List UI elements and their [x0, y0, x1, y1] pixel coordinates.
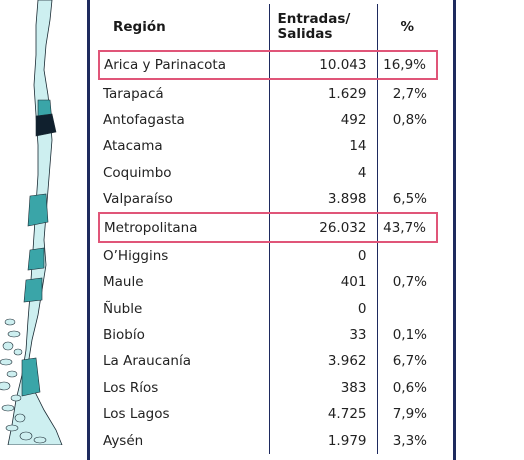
table-row: Aysén 1.979 3,3% — [99, 427, 437, 454]
percent-cell: 2,7% — [376, 79, 437, 107]
entradas-cell: 10.043 — [268, 49, 377, 81]
table-row: Coquimbo 4 — [99, 159, 437, 186]
region-cell: Ñuble — [103, 300, 143, 317]
entradas-cell: 1.979 — [268, 427, 377, 454]
entradas-cell: 4.725 — [268, 401, 377, 428]
map-island — [14, 413, 26, 423]
region-table: Región Entradas/ Salidas % Arica y Parin… — [98, 4, 438, 454]
region-cell: Biobío — [103, 327, 145, 344]
entradas-cell: 4 — [268, 159, 377, 186]
map-island — [2, 341, 14, 351]
table-row: La Araucanía 3.962 6,7% — [99, 348, 437, 375]
entradas-cell: 3.898 — [268, 185, 377, 214]
map-island — [7, 330, 21, 338]
table-row: Los Ríos 383 0,6% — [99, 374, 437, 402]
map-region-atacama — [35, 113, 57, 137]
map-island — [5, 424, 19, 432]
map-island — [10, 394, 22, 402]
percent-cell — [376, 133, 437, 160]
entradas-cell: 0 — [268, 295, 377, 322]
table-row: Tarapacá 1.629 2,7% — [99, 79, 437, 107]
table-row: O’Higgins 0 — [99, 241, 437, 270]
entradas-cell: 14 — [268, 133, 377, 160]
table-row: Metropolitana 26.032 43,7% — [98, 212, 438, 243]
percent-cell — [376, 295, 437, 322]
percent-cell: 0,6% — [376, 374, 437, 402]
table-row: Maule 401 0,7% — [99, 269, 437, 296]
entradas-cell: 401 — [268, 269, 377, 296]
map-island — [13, 348, 23, 356]
map-island — [4, 318, 16, 326]
table-row: Atacama 14 — [99, 133, 437, 160]
region-cell: Valparaíso — [103, 191, 173, 208]
percent-cell — [376, 159, 437, 186]
table-row: Valparaíso 3.898 6,5% — [99, 185, 437, 214]
region-cell: Tarapacá — [103, 85, 164, 102]
percent-cell: 6,7% — [376, 348, 437, 375]
map-island — [1, 404, 15, 412]
percent-cell: 7,9% — [376, 401, 437, 428]
map-island — [6, 370, 18, 378]
header-percent: % — [376, 4, 437, 52]
map-island — [19, 431, 33, 441]
region-cell: Los Lagos — [103, 406, 170, 423]
entradas-cell: 26.032 — [268, 212, 377, 243]
map-island — [0, 358, 13, 366]
region-cell: Maule — [103, 274, 144, 291]
entradas-cell: 0 — [268, 241, 377, 270]
region-cell: Arica y Parinacota — [98, 49, 269, 81]
percent-cell: 16,9% — [376, 49, 438, 81]
region-cell: La Araucanía — [103, 353, 191, 370]
region-cell: Aysén — [103, 432, 144, 449]
percent-cell: 0,7% — [376, 269, 437, 296]
table-row: Los Lagos 4.725 7,9% — [99, 401, 437, 428]
table-row: Biobío 33 0,1% — [99, 321, 437, 349]
chile-map-icon — [0, 0, 63, 445]
map-region-aysen — [21, 357, 41, 397]
region-cell: Coquimbo — [103, 164, 172, 181]
entradas-cell: 383 — [268, 374, 377, 402]
map-island — [33, 436, 47, 444]
percent-cell: 3,3% — [376, 427, 437, 454]
header-entradas: Entradas/ Salidas — [268, 4, 377, 52]
table-row: Arica y Parinacota 10.043 16,9% — [98, 49, 438, 81]
percent-cell: 0,1% — [376, 321, 437, 349]
entradas-cell: 492 — [268, 106, 377, 134]
table-row: Antofagasta 492 0,8% — [99, 106, 437, 134]
map-region-biobio — [27, 247, 45, 271]
map-island — [0, 381, 11, 391]
region-cell: Metropolitana — [98, 212, 269, 243]
region-cell: Atacama — [103, 138, 163, 155]
table-row: Ñuble 0 — [99, 295, 437, 322]
table-body: Arica y Parinacota 10.043 16,9% Tarapacá 1.6… — [98, 49, 438, 454]
map-region-araucania — [23, 277, 43, 303]
region-cell: Antofagasta — [103, 111, 185, 128]
percent-cell — [376, 241, 437, 270]
region-cell: Los Ríos — [103, 379, 159, 396]
header-region: Región — [99, 4, 269, 52]
percent-cell: 43,7% — [376, 212, 438, 243]
entradas-cell: 33 — [268, 321, 377, 349]
map-region-metropolitana — [27, 193, 49, 227]
percent-cell: 0,8% — [376, 106, 437, 134]
region-cell: O’Higgins — [103, 247, 169, 264]
entradas-cell: 3.962 — [268, 348, 377, 375]
entradas-cell: 1.629 — [268, 79, 377, 107]
table-header-row: Región Entradas/ Salidas % — [99, 4, 437, 52]
percent-cell: 6,5% — [376, 185, 437, 214]
